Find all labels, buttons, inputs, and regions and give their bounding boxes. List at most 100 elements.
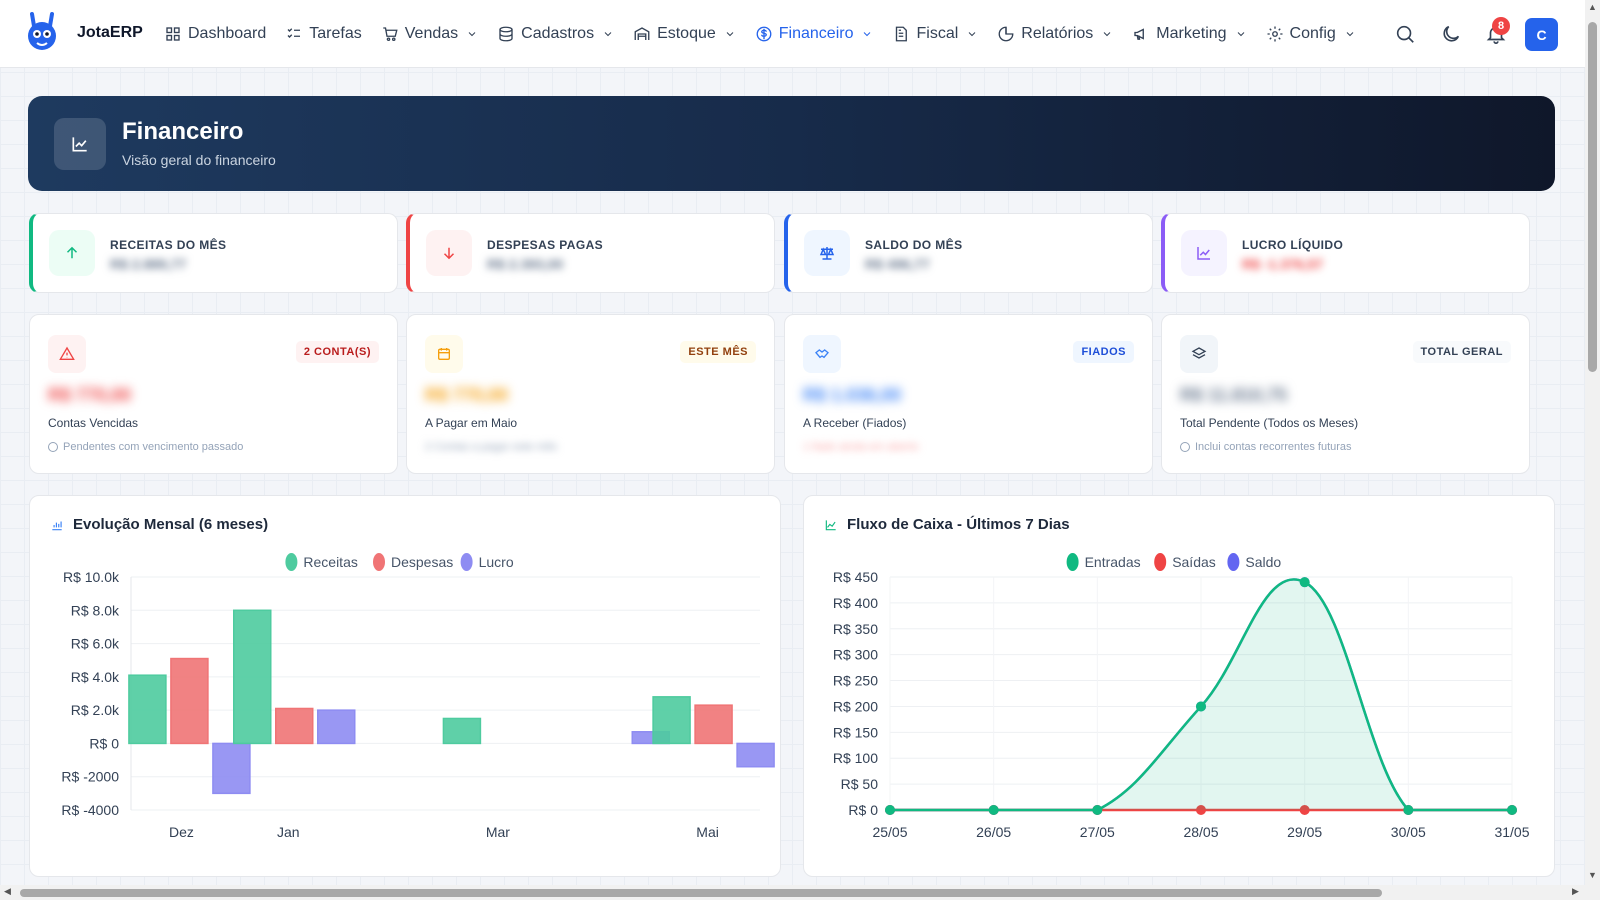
layers-icon (1180, 335, 1218, 373)
legend-item[interactable]: Entradas (1066, 553, 1141, 571)
area-chart-icon (825, 519, 836, 530)
y-tick-label: R$ -4000 (61, 802, 119, 818)
megaphone-icon (1134, 28, 1145, 40)
monthly-evolution-chart[interactable]: Receitas Despesas Lucro R$ 10.0k R$ 8.0k R$ 6… (30, 496, 782, 878)
brand-name[interactable]: JotaERP (77, 24, 143, 41)
nav-item-label: Financeiro (778, 25, 854, 42)
nav-item-estoque[interactable]: Estoque (633, 25, 736, 43)
nav-item-vendas[interactable]: Vendas (381, 25, 478, 43)
x-tick-label: 31/05 (1494, 824, 1529, 840)
nav-item-label: Vendas (404, 25, 459, 42)
y-tick-label: R$ 2.0k (71, 702, 120, 718)
bar-lucro[interactable] (317, 709, 356, 745)
page-subtitle: Visão geral do financeiro (122, 152, 276, 168)
horizontal-scrollbar[interactable]: ◀ ▶ (0, 885, 1600, 900)
nav-item-financeiro[interactable]: Financeiro (755, 25, 874, 43)
notification-badge: 8 (1492, 17, 1510, 35)
vertical-scrollbar[interactable]: ▲ ▼ (1585, 0, 1600, 885)
card-note-text: 2 Contas a pagar este mês (425, 441, 558, 453)
legend-marker (1154, 553, 1167, 571)
nav-item-tarefas[interactable]: Tarefas (285, 25, 362, 43)
bar-despesas[interactable] (170, 657, 209, 745)
dark-mode-icon[interactable] (1440, 23, 1462, 45)
dollar-circle-icon (756, 26, 772, 42)
bar-receitas[interactable] (652, 696, 691, 745)
summary-card: TOTAL GERAL R$ 11.810,75 Total Pendente (T… (1161, 314, 1530, 474)
point-entradas[interactable] (1403, 805, 1414, 815)
card-description: A Pagar em Maio (425, 416, 518, 430)
nav-item-fiscal[interactable]: Fiscal (892, 25, 978, 43)
bar-receitas[interactable] (128, 674, 167, 745)
bar-despesas[interactable] (275, 707, 314, 745)
main-nav: Dashboard Tarefas Vendas Cadastros Estoque Fi… (164, 0, 1375, 68)
y-tick-label: R$ -2000 (61, 769, 119, 785)
status-badge: TOTAL GERAL (1412, 341, 1511, 363)
point-entradas[interactable] (1092, 805, 1103, 815)
handshake-icon (803, 335, 841, 373)
card-note: 1 fiado ainda em aberto (803, 441, 919, 453)
nav-item-label: Relatórios (1021, 25, 1094, 42)
bar-lucro[interactable] (736, 742, 775, 768)
legend-item[interactable]: Saldo (1227, 553, 1281, 571)
stat-label: RECEITAS DO MÊS (110, 238, 227, 252)
legend-item[interactable]: Despesas (373, 553, 453, 571)
app-logo[interactable] (24, 12, 60, 52)
nav-item-marketing[interactable]: Marketing (1132, 25, 1246, 43)
legend-label: Saldo (1245, 554, 1281, 570)
search-icon[interactable] (1394, 23, 1416, 45)
stat-value: R$ -1.376,57 (1242, 256, 1323, 272)
status-badge: FIADOS (1073, 341, 1134, 363)
scroll-thumb[interactable] (1588, 22, 1597, 372)
card-note-text: 1 fiado ainda em aberto (803, 441, 919, 453)
card-note: Inclui contas recorrentes futuras (1180, 441, 1352, 453)
point-saídas[interactable] (1196, 805, 1206, 815)
legend-label: Entradas (1085, 554, 1141, 570)
x-tick-label: 30/05 (1391, 824, 1426, 840)
page-title: Financeiro (122, 118, 244, 145)
scroll-thumb[interactable] (20, 889, 1382, 897)
user-avatar[interactable]: C (1525, 18, 1558, 51)
nav-item-label: Fiscal (916, 25, 959, 42)
y-tick-label: R$ 400 (833, 595, 878, 611)
nav-item-config[interactable]: Config (1266, 25, 1356, 43)
nav-item-label: Estoque (657, 25, 716, 42)
gear-icon (1267, 26, 1283, 42)
nav-item-relatorios[interactable]: Relatórios (997, 25, 1113, 43)
legend-item[interactable]: Receitas (285, 553, 358, 571)
cash-flow-chart[interactable]: Entradas Saídas Saldo R$ 450 R$ 400 R$ 350 R$ … (804, 496, 1556, 878)
y-tick-label: R$ 450 (833, 569, 878, 585)
card-note: 2 Contas a pagar este mês (425, 441, 557, 453)
stat-label: DESPESAS PAGAS (487, 238, 604, 252)
y-tick-label: R$ 300 (833, 647, 878, 663)
point-saídas[interactable] (1299, 805, 1310, 815)
nav-item-cadastros[interactable]: Cadastros (497, 25, 614, 43)
nav-item-label: Marketing (1156, 25, 1227, 42)
info-icon (48, 442, 58, 452)
nav-item-label: Cadastros (521, 25, 595, 42)
card-description: A Receber (Fiados) (803, 416, 907, 430)
document-icon (896, 26, 908, 42)
legend-marker (285, 553, 298, 571)
stat-label: SALDO DO MÊS (865, 238, 963, 252)
line-entradas[interactable] (890, 578, 1512, 812)
card-amount: R$ 1.036,00 (803, 385, 902, 405)
legend-item[interactable]: Lucro (460, 553, 514, 571)
grid-icon (166, 27, 180, 41)
bar-receitas[interactable] (442, 717, 482, 745)
bar-despesas[interactable] (694, 704, 733, 745)
x-tick-label: Mar (486, 824, 510, 840)
point-entradas[interactable] (1196, 701, 1206, 712)
point-entradas[interactable] (1507, 805, 1517, 815)
legend-item[interactable]: Saídas (1154, 553, 1216, 571)
point-entradas[interactable] (988, 805, 999, 815)
point-entradas[interactable] (885, 805, 895, 815)
legend-label: Lucro (479, 554, 514, 570)
top-navigation-bar: JotaERP Dashboard Tarefas Vendas Cadastros E… (0, 0, 1585, 68)
summary-card: 2 CONTA(S) R$ 770,00 Contas Vencidas Penden… (29, 314, 398, 474)
nav-item-dashboard[interactable]: Dashboard (164, 25, 266, 43)
point-entradas[interactable] (1299, 577, 1310, 588)
pie-chart-icon (998, 26, 1014, 42)
bar-lucro[interactable] (212, 742, 251, 795)
bar-receitas[interactable] (233, 609, 272, 745)
y-tick-label: R$ 0 (89, 735, 119, 751)
